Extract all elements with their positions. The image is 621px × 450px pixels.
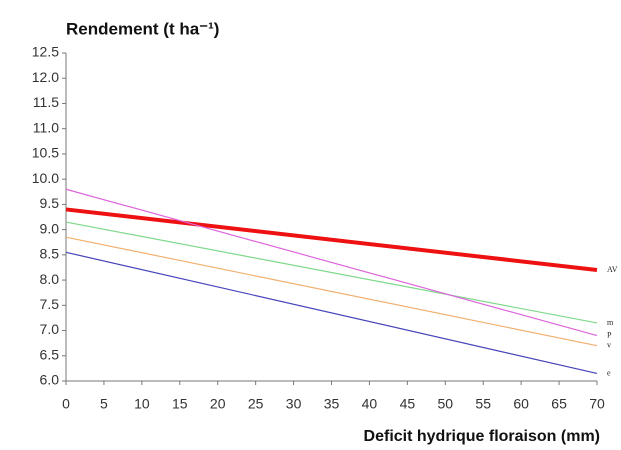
series-line [65, 221, 598, 324]
y-tick-label: 9.0 [40, 220, 60, 236]
x-tick-label: 50 [437, 396, 453, 412]
x-tick-label: 10 [134, 396, 150, 412]
series-label: v [607, 341, 611, 350]
series-label: e [607, 368, 611, 377]
y-tick-label: 11.0 [33, 119, 59, 135]
series-line [65, 251, 598, 375]
series-label: m [607, 318, 614, 327]
x-tick-label: 70 [589, 396, 605, 412]
y-tick-label: 7.0 [40, 321, 60, 337]
x-tick-label: 30 [286, 396, 302, 412]
y-tick-label: 9.5 [40, 195, 60, 211]
y-axis-label: Rendement (t ha⁻¹) [66, 19, 219, 38]
x-axis-label: Deficit hydrique floraison (mm) [364, 428, 600, 445]
x-tick-label: 45 [400, 396, 416, 412]
y-tick-label: 8.0 [40, 271, 60, 287]
x-tick-label: 35 [324, 396, 340, 412]
series-label: AV [607, 265, 618, 274]
y-tick-label: 12.0 [32, 69, 59, 85]
y-tick-label: 8.5 [40, 246, 60, 262]
y-tick-label: 12.5 [32, 44, 59, 60]
series-line [65, 236, 598, 347]
x-tick-label: 25 [248, 396, 264, 412]
series-label: P [607, 330, 612, 339]
series-line [65, 207, 598, 272]
x-tick-label: 60 [513, 396, 529, 412]
x-tick-label: 5 [100, 396, 108, 412]
y-tick-label: 10.5 [32, 145, 59, 161]
y-tick-label: 10.0 [32, 170, 59, 186]
y-tick-label: 6.0 [40, 372, 60, 388]
y-tick-label: 6.5 [40, 346, 60, 362]
y-tick-label: 7.5 [40, 296, 60, 312]
x-tick-label: 15 [172, 396, 188, 412]
y-tick-label: 11.5 [33, 94, 59, 110]
x-tick-label: 65 [551, 396, 567, 412]
series-line [65, 188, 598, 337]
x-tick-label: 0 [62, 396, 70, 412]
x-tick-label: 40 [362, 396, 378, 412]
x-tick-label: 55 [475, 396, 491, 412]
x-tick-label: 20 [210, 396, 226, 412]
